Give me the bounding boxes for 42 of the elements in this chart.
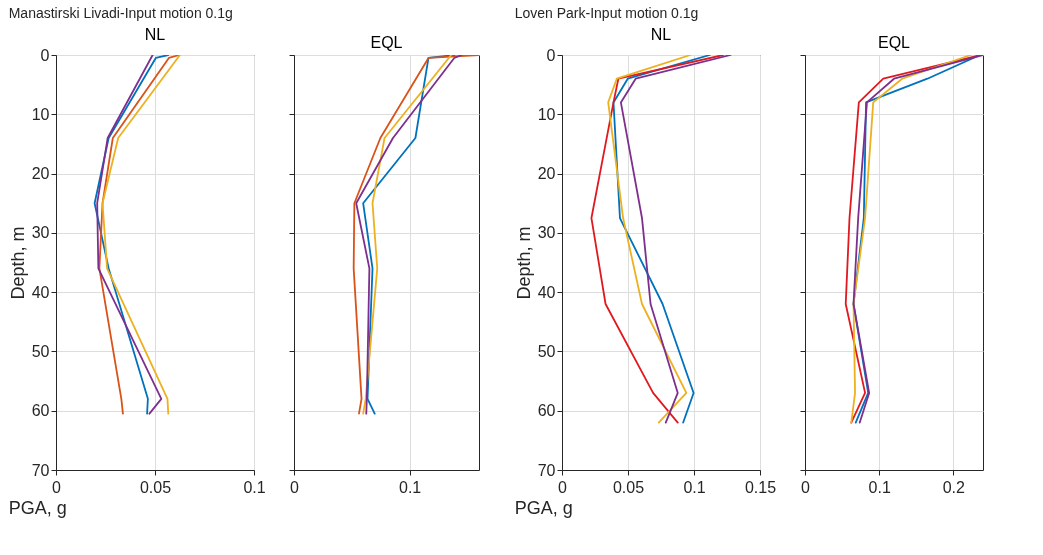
text: Manastirski Livadi-Input motion 0.1g: [8, 4, 233, 21]
x-tick-label: 0.1: [399, 478, 422, 496]
x-tick-label: 0.2: [942, 478, 966, 496]
x-tick-label: 0: [290, 478, 300, 496]
y-tick-label: 30: [31, 224, 50, 242]
y-tick-label: 70: [31, 461, 50, 479]
y-tick-label: 10: [537, 105, 556, 123]
y-tick-label: 40: [537, 283, 556, 301]
x-tick-label: 0.1: [868, 478, 891, 496]
text: Loven Park-Input motion 0.1g: [514, 4, 699, 21]
x-tick-label: 0.05: [139, 478, 172, 496]
y-tick-label: 70: [537, 461, 556, 479]
y-tick-label: 50: [537, 342, 556, 360]
y-tick-label: 60: [537, 402, 556, 420]
line-series: [612, 55, 711, 424]
chart-title: NL: [144, 26, 166, 43]
x-tick-label: 0.1: [683, 478, 706, 496]
y-tick-label: 40: [31, 283, 50, 301]
y-tick-label: 0: [40, 46, 50, 64]
x-tick-label: 0: [558, 478, 568, 496]
y-tick-label: 60: [31, 402, 50, 420]
line-series: [590, 55, 724, 424]
x-axis-title: PGA, g: [8, 497, 67, 518]
line-series: [607, 55, 692, 424]
y-tick-label: 30: [537, 224, 556, 242]
y-tick-label: 0: [546, 46, 556, 64]
x-tick-label: 0.15: [744, 478, 777, 496]
y-tick-label: 20: [537, 165, 556, 183]
x-tick-label: 0: [801, 478, 811, 496]
x-tick-label: 0.05: [612, 478, 645, 496]
y-axis-title: Depth, m: [513, 226, 534, 300]
y-tick-label: 20: [31, 165, 50, 183]
chart-title: EQL: [370, 33, 403, 51]
x-axis-title: PGA, g: [514, 497, 573, 518]
line-series: [619, 55, 732, 424]
x-tick-label: 0.1: [243, 478, 266, 496]
y-tick-label: 10: [31, 105, 50, 123]
x-tick-label: 0: [52, 478, 62, 496]
y-axis-title: Depth, m: [7, 226, 28, 300]
y-tick-label: 50: [31, 342, 50, 360]
chart-title: NL: [650, 26, 672, 43]
chart-title: EQL: [877, 33, 911, 51]
